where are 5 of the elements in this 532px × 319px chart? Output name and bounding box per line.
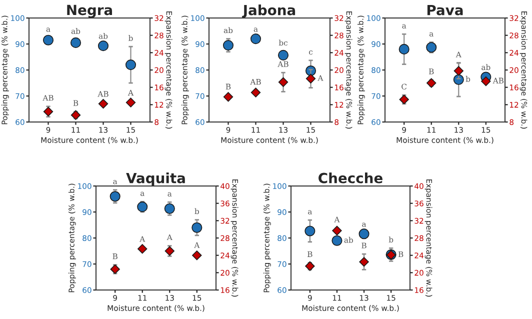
chart-title: Negra [67,4,112,18]
chart-title: Vaquita [126,172,185,186]
chart-title: Checche [318,172,382,184]
chart-title: Jabona [242,4,296,18]
chart-title: Pava [427,4,463,16]
